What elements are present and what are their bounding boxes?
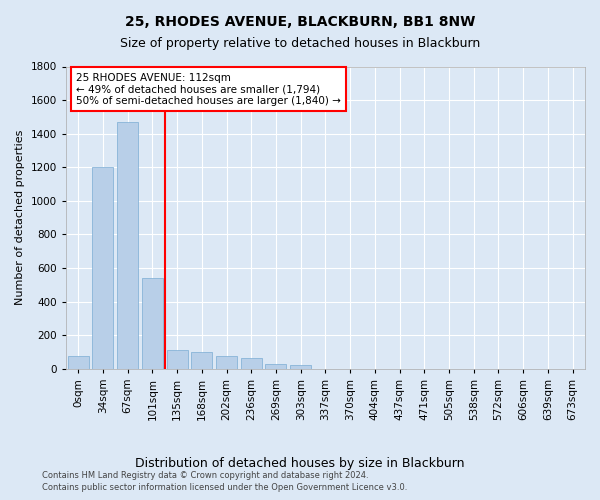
Bar (191, 352, 212, 369)
Text: Contains public sector information licensed under the Open Government Licence v3: Contains public sector information licen… (42, 484, 407, 492)
Text: Distribution of detached houses by size in Blackburn: Distribution of detached houses by size … (135, 458, 465, 470)
Bar (216, 356, 237, 369)
Bar (290, 366, 311, 369)
Text: Contains HM Land Registry data © Crown copyright and database right 2024.: Contains HM Land Registry data © Crown c… (42, 471, 368, 480)
Text: 25, RHODES AVENUE, BLACKBURN, BB1 8NW: 25, RHODES AVENUE, BLACKBURN, BB1 8NW (125, 15, 475, 29)
Bar (241, 358, 262, 369)
Text: Size of property relative to detached houses in Blackburn: Size of property relative to detached ho… (120, 38, 480, 51)
Text: 25 RHODES AVENUE: 112sqm
← 49% of detached houses are smaller (1,794)
50% of sem: 25 RHODES AVENUE: 112sqm ← 49% of detach… (76, 72, 341, 106)
Bar (167, 350, 188, 369)
Bar (92, 168, 113, 369)
Bar (117, 122, 138, 369)
Bar (68, 356, 89, 369)
Bar (265, 364, 286, 369)
Bar (142, 278, 163, 369)
Y-axis label: Number of detached properties: Number of detached properties (15, 130, 25, 306)
